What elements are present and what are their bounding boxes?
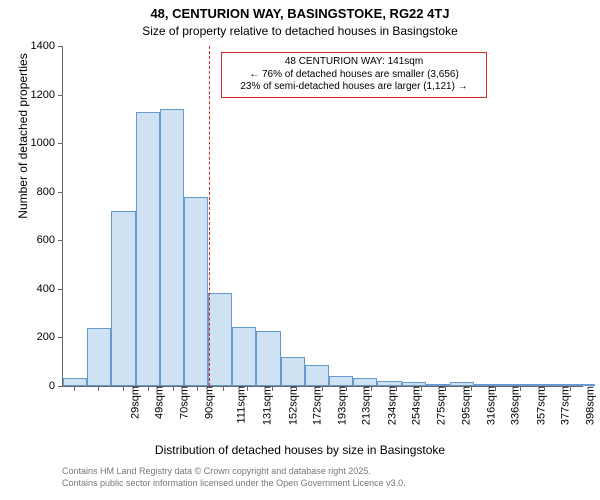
histogram-bar [571,384,595,386]
histogram-bar [402,382,426,386]
histogram-bar [450,382,474,386]
histogram-bar [256,331,280,386]
histogram-bar [498,384,522,386]
histogram-bar [87,328,111,386]
x-tick-label: 90sqm [197,386,215,419]
y-tick-label: 1400 [31,40,63,52]
x-tick [570,386,571,391]
x-tick [98,386,99,391]
histogram-bar [523,384,547,386]
histogram-bar [329,376,353,386]
histogram-bar [136,112,160,386]
x-tick [173,386,174,391]
y-tick-label: 800 [37,186,63,198]
x-tick [322,386,323,391]
x-tick [74,386,75,391]
y-tick-label: 200 [37,331,63,343]
histogram-bar [111,211,135,386]
x-tick-label: 213sqm [355,386,373,425]
histogram-bar [305,365,329,386]
x-tick [346,386,347,391]
y-tick-label: 600 [37,234,63,246]
x-tick [247,386,248,391]
annotation-line: 23% of semi-detached houses are larger (… [225,81,483,94]
x-tick [272,386,273,391]
x-tick [471,386,472,391]
annotation-line: 48 CENTURION WAY: 141sqm [225,56,483,69]
histogram-bar [184,197,208,386]
x-tick-label: 316sqm [480,386,498,425]
histogram-bar [426,384,450,386]
x-tick-label: 295sqm [454,386,472,425]
x-axis-label: Distribution of detached houses by size … [0,443,600,457]
x-tick [445,386,446,391]
histogram-bar [208,293,232,387]
x-tick [197,386,198,391]
plot-area: 020040060080010001200140029sqm49sqm70sqm… [62,46,583,387]
x-tick-label: 172sqm [306,386,324,425]
x-tick-label: 29sqm [123,386,141,419]
x-tick-label: 234sqm [380,386,398,425]
x-tick-label: 131sqm [256,386,274,425]
histogram-bar [547,384,571,386]
x-tick-label: 336sqm [504,386,522,425]
annotation-line: ← 76% of detached houses are smaller (3,… [225,69,483,82]
x-tick [396,386,397,391]
x-tick [296,386,297,391]
annotation-box: 48 CENTURION WAY: 141sqm← 76% of detache… [221,52,487,98]
x-tick-label: 357sqm [529,386,547,425]
histogram-bar [474,384,498,386]
x-tick-label: 377sqm [553,386,571,425]
y-tick-label: 0 [49,380,63,392]
reference-line [209,46,210,386]
x-tick-label: 193sqm [331,386,349,425]
y-tick-label: 1200 [31,89,63,101]
x-tick [148,386,149,391]
histogram-bar [377,381,401,386]
histogram-bar [160,109,184,386]
x-tick [223,386,224,391]
x-tick-label: 254sqm [405,386,423,425]
histogram-bar [232,327,256,387]
x-tick-label: 398sqm [579,386,597,425]
histogram-bar [281,357,305,386]
x-tick-label: 152sqm [281,386,299,425]
y-tick-label: 1000 [31,137,63,149]
x-tick [544,386,545,391]
y-tick-label: 400 [37,283,63,295]
chart-title: 48, CENTURION WAY, BASINGSTOKE, RG22 4TJ [0,6,600,21]
footer-line-1: Contains HM Land Registry data © Crown c… [62,466,371,476]
histogram-bar [63,378,87,387]
footer-line-2: Contains public sector information licen… [62,478,406,488]
x-tick-label: 49sqm [148,386,166,419]
x-tick-label: 111sqm [229,386,247,424]
chart-subtitle: Size of property relative to detached ho… [0,24,600,38]
x-tick [123,386,124,391]
y-axis-label: Number of detached properties [16,0,30,306]
x-tick [421,386,422,391]
x-tick [371,386,372,391]
x-tick-label: 275sqm [430,386,448,425]
x-tick [495,386,496,391]
x-tick [520,386,521,391]
histogram-chart: 48, CENTURION WAY, BASINGSTOKE, RG22 4TJ… [0,0,600,500]
x-tick-label: 70sqm [173,386,191,419]
histogram-bar [353,378,377,387]
